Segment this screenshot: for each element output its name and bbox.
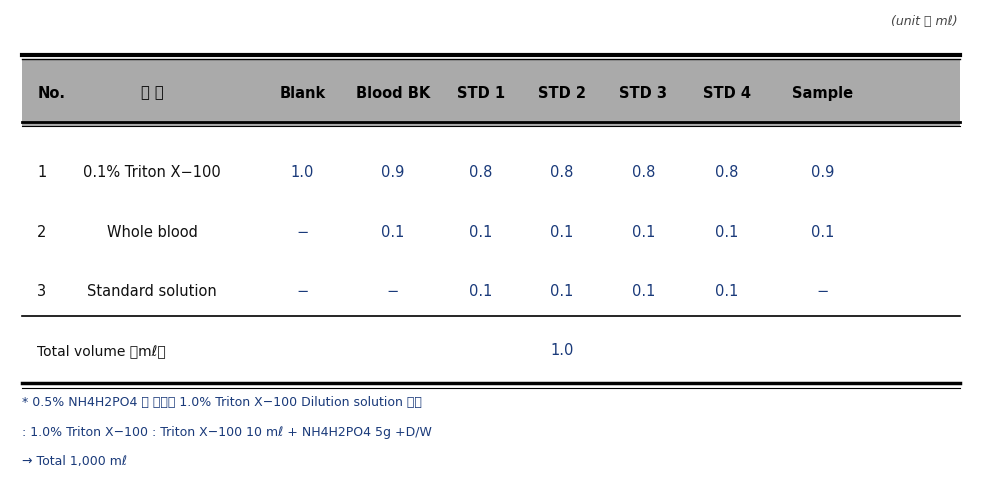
Text: 0.1: 0.1: [550, 284, 573, 299]
Text: 0.8: 0.8: [550, 165, 573, 180]
Text: 0.1: 0.1: [469, 225, 493, 240]
Text: STD 2: STD 2: [538, 85, 585, 101]
Text: 0.8: 0.8: [631, 165, 655, 180]
Text: 2: 2: [37, 225, 47, 240]
Text: 0.1: 0.1: [631, 225, 655, 240]
Text: 0.9: 0.9: [811, 165, 835, 180]
Text: 물 질: 물 질: [140, 85, 164, 101]
Text: STD 1: STD 1: [457, 85, 506, 101]
Text: 0.8: 0.8: [469, 165, 493, 180]
Text: Total volume （mℓ）: Total volume （mℓ）: [37, 344, 166, 358]
Text: 0.1: 0.1: [381, 225, 405, 240]
Text: 1.0: 1.0: [291, 165, 314, 180]
Text: * 0.5% NH4H2PO4 을 포함한 1.0% Triton X−100 Dilution solution 조제: * 0.5% NH4H2PO4 을 포함한 1.0% Triton X−100 …: [22, 396, 421, 409]
Text: 0.1% Triton X−100: 0.1% Triton X−100: [83, 165, 221, 180]
Text: Blood BK: Blood BK: [355, 85, 430, 101]
Text: (unit ： mℓ): (unit ： mℓ): [891, 15, 957, 28]
Text: 0.1: 0.1: [715, 225, 738, 240]
Text: No.: No.: [37, 85, 66, 101]
Text: −: −: [297, 225, 308, 240]
Text: 1: 1: [37, 165, 46, 180]
Text: Whole blood: Whole blood: [107, 225, 197, 240]
Text: −: −: [817, 284, 829, 299]
Text: 3: 3: [37, 284, 46, 299]
Text: 0.9: 0.9: [381, 165, 405, 180]
Text: STD 3: STD 3: [620, 85, 667, 101]
Text: 0.1: 0.1: [811, 225, 835, 240]
Text: : 1.0% Triton X−100 : Triton X−100 10 mℓ + NH4H2PO4 5g +D/W: : 1.0% Triton X−100 : Triton X−100 10 mℓ…: [22, 426, 431, 439]
Text: 0.8: 0.8: [715, 165, 738, 180]
Text: → Total 1,000 mℓ: → Total 1,000 mℓ: [22, 455, 127, 468]
Text: STD 4: STD 4: [703, 85, 750, 101]
Text: Standard solution: Standard solution: [87, 284, 217, 299]
Text: Sample: Sample: [792, 85, 853, 101]
Bar: [22, 60, 960, 126]
Text: −: −: [297, 284, 308, 299]
Text: 0.1: 0.1: [550, 225, 573, 240]
Text: 0.1: 0.1: [469, 284, 493, 299]
Text: 1.0: 1.0: [550, 343, 573, 358]
Text: Blank: Blank: [279, 85, 326, 101]
Text: 0.1: 0.1: [631, 284, 655, 299]
Text: 0.1: 0.1: [715, 284, 738, 299]
Text: −: −: [387, 284, 399, 299]
